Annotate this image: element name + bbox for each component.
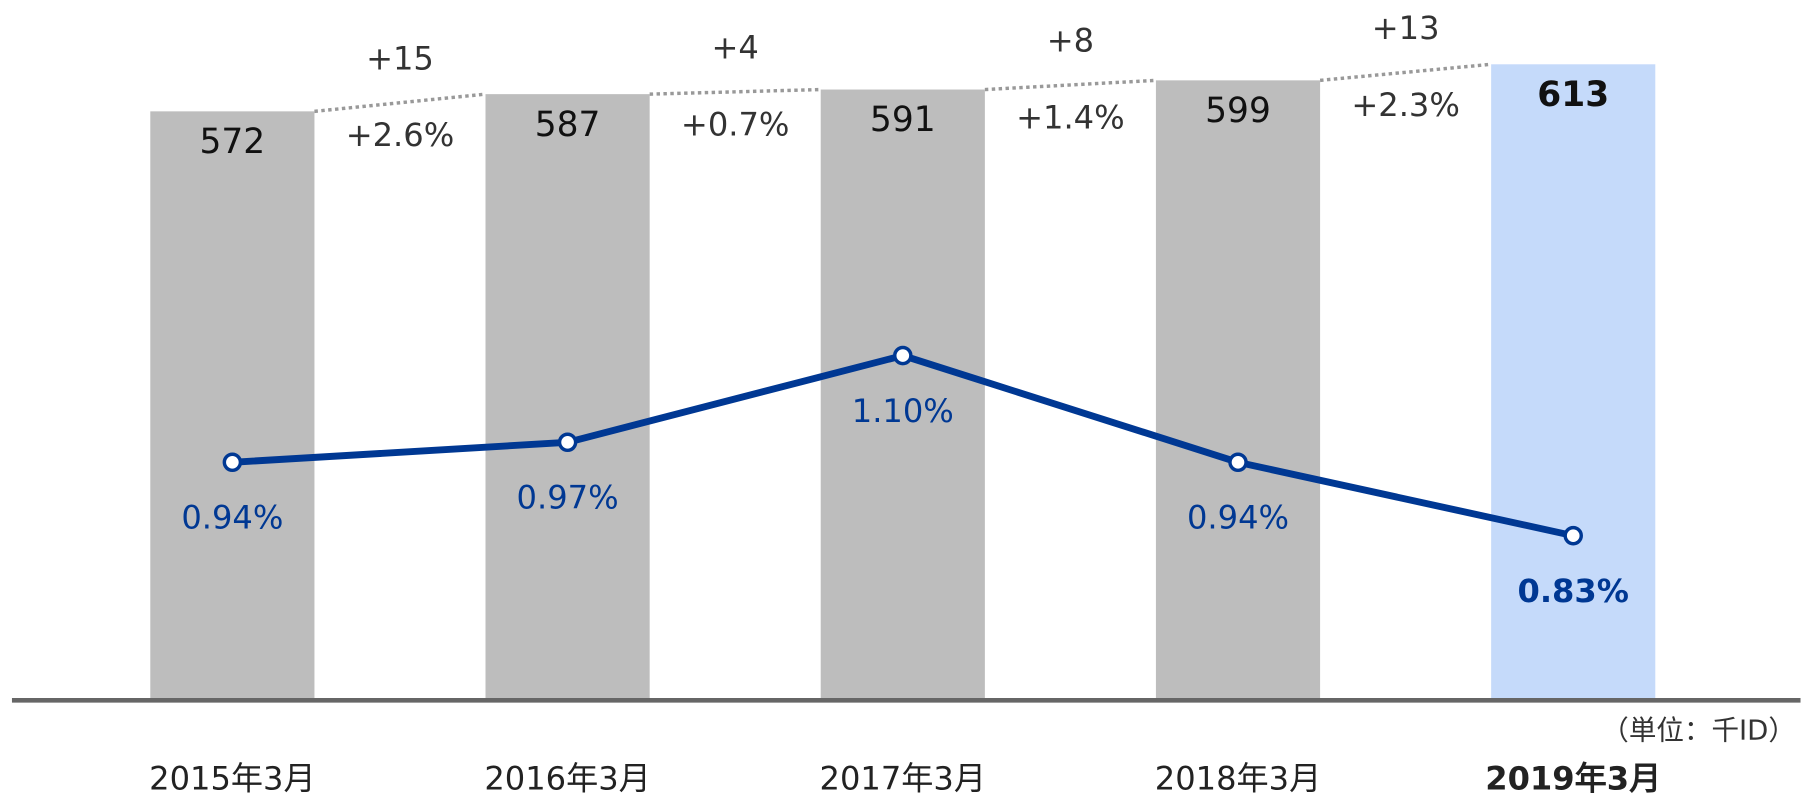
x-tick-label: 2015年3月: [149, 760, 315, 798]
bar-value-label: 572: [200, 122, 266, 162]
bar: [150, 111, 315, 700]
growth-label: +0.7%: [681, 105, 790, 143]
x-tick-label: 2019年3月: [1485, 760, 1661, 798]
connector: [984, 78, 1157, 92]
line-point: [1228, 452, 1248, 473]
bar-value-label: 587: [535, 105, 601, 145]
unit-label: （単位：千ID）: [1601, 714, 1796, 746]
x-tick-label: 2018年3月: [1155, 760, 1321, 798]
growth-label: +1.4%: [1016, 98, 1125, 136]
connector: [314, 92, 486, 114]
change-label: +4: [712, 28, 759, 66]
bar-value-label: 591: [870, 100, 936, 140]
bar: [1155, 80, 1321, 700]
line-value-label: 1.10%: [852, 392, 954, 430]
bar-value-label: 613: [1537, 75, 1609, 115]
bar-value-label: 599: [1205, 91, 1271, 131]
bar: [820, 89, 985, 700]
line-point: [1563, 525, 1583, 546]
bar: [485, 94, 650, 700]
change-label: +8: [1047, 21, 1094, 59]
x-tick-label: 2016年3月: [484, 760, 650, 798]
growth-label: +2.6%: [346, 116, 455, 154]
line-point: [893, 345, 913, 366]
connector: [649, 87, 821, 96]
line-value-label: 0.97%: [517, 479, 619, 517]
change-label: +13: [1372, 9, 1440, 47]
growth-label: +2.3%: [1351, 86, 1460, 124]
line-value-label: 0.94%: [181, 499, 283, 537]
line-point: [557, 432, 578, 453]
line-value-label: 0.83%: [1517, 572, 1628, 610]
line-value-label: 0.94%: [1187, 499, 1289, 537]
change-label: +15: [366, 39, 434, 77]
bar: [1491, 64, 1656, 700]
line-point: [222, 452, 243, 473]
x-tick-label: 2017年3月: [820, 760, 986, 798]
connector: [1319, 62, 1492, 83]
